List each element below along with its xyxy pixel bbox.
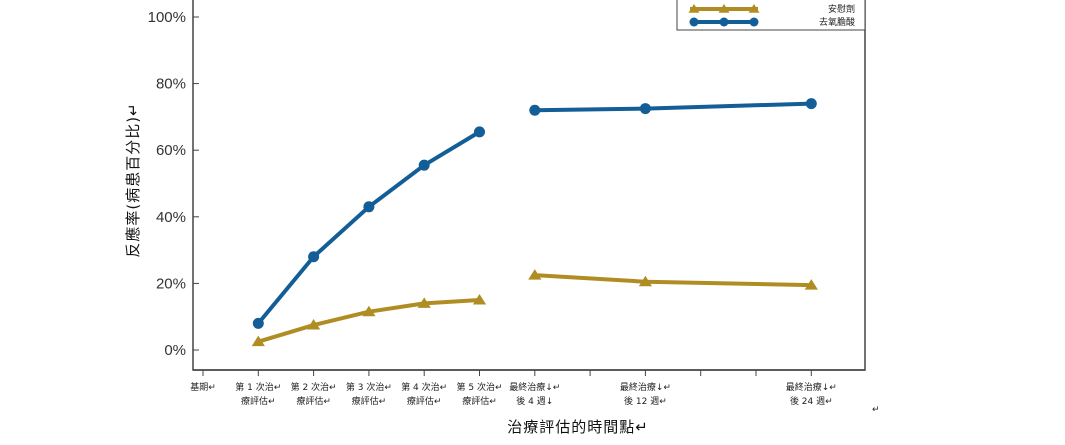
stray-mark: ↵ <box>872 405 880 415</box>
y-tick-label: 60% <box>156 142 186 159</box>
series-line <box>532 101 814 113</box>
data-point <box>638 275 652 287</box>
x-tick-label: 基期↵ <box>190 381 216 393</box>
data-point <box>639 103 651 115</box>
data-point <box>805 98 817 110</box>
legend-marker <box>689 17 699 27</box>
legend-label: 安慰劑 <box>828 3 855 15</box>
data-point <box>472 294 487 305</box>
legend-marker <box>688 4 700 13</box>
plot-frame <box>192 0 866 371</box>
data-point <box>474 126 485 138</box>
data-point <box>307 319 321 330</box>
legend-marker <box>749 17 759 27</box>
data-point <box>251 335 265 347</box>
legend-marker <box>748 4 760 13</box>
data-point <box>528 269 542 280</box>
legend-item: 安慰劑 <box>688 3 855 15</box>
x-axis: 基期↵ 第 1 次治↵療評估↵ 第 2 次治↵療評估↵ 第 3 次治↵療評估↵ 第 4 … <box>190 369 865 407</box>
y-tick-label: 80% <box>156 76 186 93</box>
series-line <box>532 273 814 288</box>
series-1 <box>252 98 817 329</box>
data-point <box>417 297 431 308</box>
y-tick-label: 20% <box>156 275 186 292</box>
legend-marker <box>719 17 729 27</box>
y-axis-title: 反應率(病患百分比)↵ <box>124 102 142 257</box>
x-tick-label: 第 4 次治↵療評估↵ <box>401 381 447 407</box>
x-tick-label: 最終治療↓↵後 24 週↵ <box>786 381 837 407</box>
data-point <box>529 104 541 116</box>
data-point <box>252 317 264 329</box>
x-tick-label: 第 5 次治↵療評估↵ <box>457 381 503 407</box>
legend-label: 去氧膽酸 <box>819 16 855 28</box>
data-point <box>418 159 430 171</box>
y-axis: 0% 20% 40% 60% 80% 100% <box>148 9 199 359</box>
legend-box <box>676 0 866 31</box>
legend-marker <box>718 4 730 13</box>
y-tick-label: 0% <box>164 342 186 359</box>
series-layer <box>251 98 818 347</box>
series-line <box>256 129 482 326</box>
data-point <box>308 251 320 263</box>
series-0 <box>251 269 818 347</box>
x-tick-label: 第 3 次治↵療評估↵ <box>346 381 392 407</box>
data-point <box>804 279 818 290</box>
x-tick-label: 第 1 次治↵療評估↵ <box>235 381 281 407</box>
legend-item: 去氧膽酸 <box>689 16 855 28</box>
y-tick-label: 40% <box>156 209 186 226</box>
data-point <box>363 201 375 213</box>
y-tick-label: 100% <box>148 9 186 26</box>
x-tick-label: 最終治療↓↵後 12 週↵ <box>620 381 671 407</box>
x-tick-label: 最終治療↓↵後 4 週↓ <box>509 381 560 407</box>
x-axis-title: 治療評估的時間點↵ <box>507 418 649 436</box>
x-tick-label: 第 2 次治↵療評估↵ <box>291 381 337 407</box>
data-point <box>362 305 376 317</box>
